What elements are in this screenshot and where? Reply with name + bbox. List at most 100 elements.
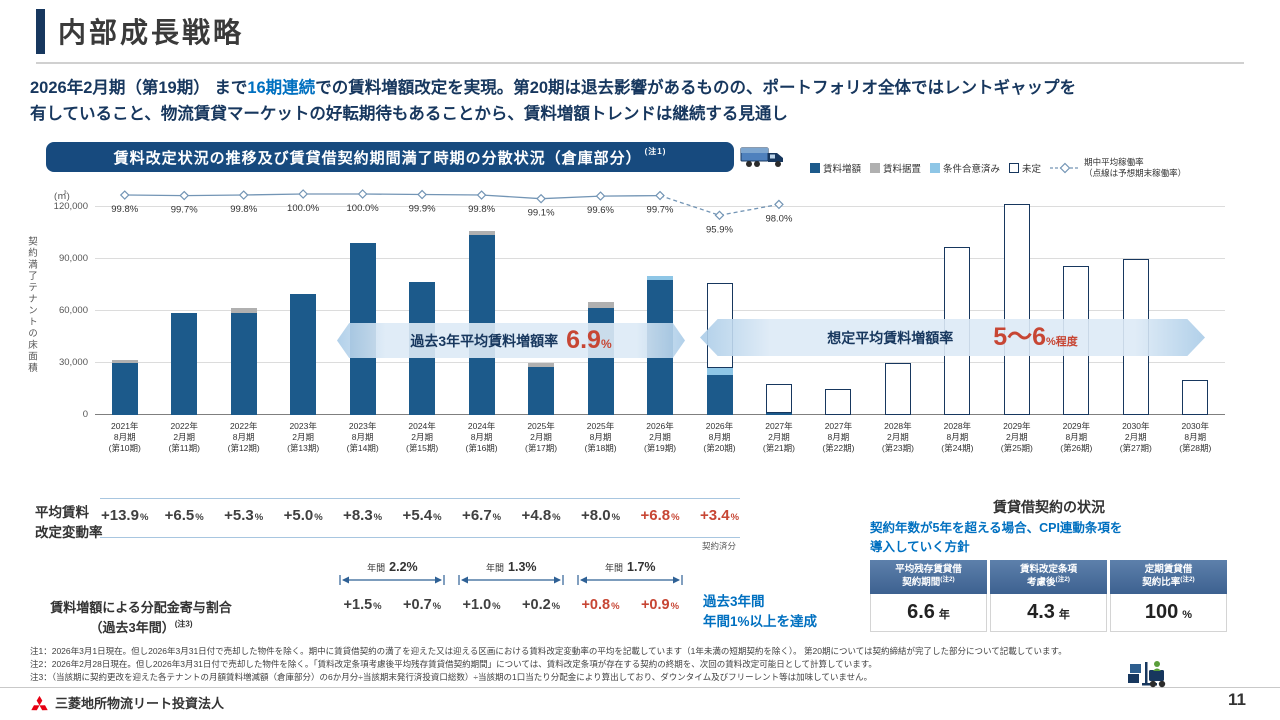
- x-axis-category-label: 2030年 8月期 (第28期): [1179, 421, 1212, 454]
- y-axis-tick-label: 60,000: [58, 305, 88, 316]
- chart-title: 賃料改定状況の推移及び賃貸借契約期間満了時期の分散状況（倉庫部分）: [113, 149, 642, 167]
- footer-brand: 三菱地所物流リート投資法人: [30, 693, 224, 712]
- past-banner-value: 6.9%: [566, 328, 611, 353]
- rent-revision-value: +5.0%: [283, 507, 323, 524]
- y-axis-tick-label: 90,000: [58, 253, 88, 264]
- legend-label: 賃料据置: [883, 163, 922, 175]
- chart-title-note-ref: (注1): [644, 147, 667, 156]
- lease-status-table: 平均残存賃貸借 契約期間(注2) 6.6 年賃料改定条項 考慮後(注2) 4.3 年定期賃貸…: [870, 560, 1227, 632]
- occupancy-marker: [655, 190, 665, 201]
- occupancy-marker: [476, 190, 487, 200]
- rent-revision-row-label: 平均賃料 改定変動率: [35, 503, 103, 542]
- chart-title-banner: 賃料改定状況の推移及び賃貸借契約期間満了時期の分散状況（倉庫部分） (注1): [46, 142, 734, 172]
- legend-occupancy-line1: 期中平均稼働率: [1084, 157, 1144, 167]
- lease-policy-line2: 導入していく方針: [870, 539, 970, 554]
- occupancy-value-label: 99.8%: [468, 204, 495, 215]
- legend-label: 未定: [1022, 163, 1042, 175]
- past-banner-number: 6.9: [566, 326, 601, 354]
- occupancy-line-actual: [124, 193, 661, 200]
- contribution-values-row: +1.5% +0.7% +1.0% +0.2% +0.8% +0.9%: [0, 597, 1280, 621]
- lease-table-header: 定期賃貸借 契約比率(注2): [1110, 560, 1227, 594]
- gridline: [95, 258, 1225, 259]
- x-axis-category-label: 2023年 8月期 (第14期): [346, 421, 379, 454]
- title-accent-bar: [36, 9, 45, 54]
- lease-table-value: 6.6 年: [870, 594, 987, 632]
- rent-revision-bottom-rule: [100, 537, 740, 538]
- chart-legend: 賃料増額 賃料据置 条件合意済み 未定 期中平均稼働率 （点線は予想期末稼働率）: [810, 157, 1242, 178]
- legend-item: 条件合意済み: [930, 161, 1000, 175]
- bar-segment-undecided: [825, 389, 852, 415]
- lease-table-column: 定期賃貸借 契約比率(注2) 100%: [1110, 560, 1227, 632]
- past-average-increase-banner: 過去3年平均賃料増額率 6.9%: [337, 323, 685, 358]
- occupancy-value-label: 99.7%: [647, 205, 674, 216]
- rent-revision-value: +6.7%: [462, 507, 502, 524]
- y-axis-title: 契約満了テナントの床面積: [26, 236, 37, 374]
- bar-segment-increase: [111, 363, 138, 415]
- legend-swatch: [870, 162, 881, 173]
- annual-contribution-bracket: 年間 2.2%: [336, 560, 448, 585]
- x-axis-category-label: 2023年 2月期 (第13期): [287, 421, 320, 454]
- x-axis-category-label: 2024年 8月期 (第16期): [465, 421, 498, 454]
- bracket-label: 年間 1.7%: [605, 560, 656, 574]
- forklift-warehouse-icon: [1128, 661, 1166, 688]
- contribution-value: +0.9%: [640, 597, 680, 613]
- occupancy-marker: [119, 190, 130, 200]
- expected-average-increase-banner: 想定平均賃料増額率 5〜6%程度: [700, 319, 1205, 356]
- contribution-value: +0.2%: [522, 597, 561, 613]
- bar-segment-agreed: [647, 276, 673, 280]
- achievement-line1: 過去3年間: [703, 594, 765, 609]
- rent-revision-value: +5.3%: [224, 507, 264, 524]
- rent-revision-value: +3.4%: [699, 507, 740, 524]
- legend-occupancy-line2: （点線は予想期末稼働率）: [1084, 167, 1187, 178]
- arrow-banner-background: [700, 319, 1205, 356]
- expected-banner-number: 5〜6: [993, 323, 1047, 351]
- achievement-line2: 年間1%以上を達成: [703, 614, 818, 630]
- occupancy-marker: [774, 199, 784, 210]
- bar-segment-flat: [111, 359, 138, 363]
- x-axis-category-label: 2026年 2月期 (第19期): [643, 421, 677, 454]
- lease-status-title: 賃貸借契約の状況: [993, 499, 1105, 515]
- lead-paragraph: 2026年2月期（第19期） まで16期連続での賃料増額改定を実現。第20期は退…: [30, 76, 1264, 127]
- occupancy-value-label: 99.8%: [230, 204, 257, 215]
- contracted-portion-note: 契約済分: [701, 541, 737, 551]
- contribution-label-line1: 賃料増額による分配金寄与割合: [50, 600, 232, 615]
- occupancy-value-label: 95.9%: [706, 224, 733, 235]
- bar-segment-undecided: [1182, 380, 1209, 415]
- rent-revision-top-rule: [100, 498, 740, 499]
- page-title: 内部成長戦略: [58, 17, 245, 48]
- contribution-value: +1.5%: [343, 597, 382, 613]
- occupancy-value-label: 99.8%: [111, 204, 138, 215]
- lease-table-header: 平均残存賃貸借 契約期間(注2): [870, 560, 987, 594]
- lead-text-3: 有していること、物流賃貸マーケットの好転期待もあることから、賃料増額トレンドは継…: [30, 104, 788, 123]
- legend-occupancy-item: 期中平均稼働率 （点線は予想期末稼働率）: [1050, 157, 1186, 178]
- legend-item: 未定: [1009, 161, 1041, 175]
- rent-revision-value: +13.9%: [100, 507, 149, 524]
- lease-table-value: 4.3 年: [990, 594, 1107, 632]
- past-banner-label: 過去3年平均賃料増額率: [410, 332, 559, 349]
- rent-revision-value: +5.4%: [402, 507, 442, 524]
- bar-segment-increase: [706, 375, 733, 415]
- lease-table-column: 平均残存賃貸借 契約期間(注2) 6.6 年: [870, 560, 987, 632]
- legend-swatch: [1009, 162, 1020, 173]
- footer-brand-name: 三菱地所物流リート投資法人: [55, 696, 225, 711]
- occupancy-value-label: 98.0%: [765, 213, 792, 224]
- bracket-label: 年間 1.3%: [486, 560, 537, 574]
- double-arrow-icon: [336, 575, 448, 585]
- x-axis-category-label: 2021年 8月期 (第10期): [108, 421, 141, 454]
- footnote-3: 注3：（当該期に契約更改を迎えた各テナントの月額賃料増減額（倉庫部分）の6か月分…: [30, 672, 873, 683]
- bar-segment-flat: [230, 307, 257, 313]
- page-number: 11: [1228, 690, 1246, 709]
- rent-revision-value: +6.5%: [164, 507, 204, 524]
- rent-revision-value: +6.8%: [640, 507, 680, 524]
- lease-table-column: 賃料改定条項 考慮後(注2) 4.3 年: [990, 560, 1107, 632]
- contribution-value: +1.0%: [462, 597, 501, 613]
- occupancy-marker: [714, 210, 725, 221]
- contribution-row-label: 賃料増額による分配金寄与割合 （過去3年間）(注3): [34, 598, 248, 637]
- legend-item: 賃料据置: [870, 161, 921, 175]
- bar-segment-increase: [528, 366, 555, 415]
- lease-table-value: 100%: [1110, 594, 1227, 632]
- rent-revision-value: +8.3%: [343, 507, 383, 524]
- lease-policy-statement: 契約年数が5年を超える場合、CPI連動条項を 導入していく方針: [870, 519, 1122, 557]
- bar-segment-increase: [171, 312, 198, 415]
